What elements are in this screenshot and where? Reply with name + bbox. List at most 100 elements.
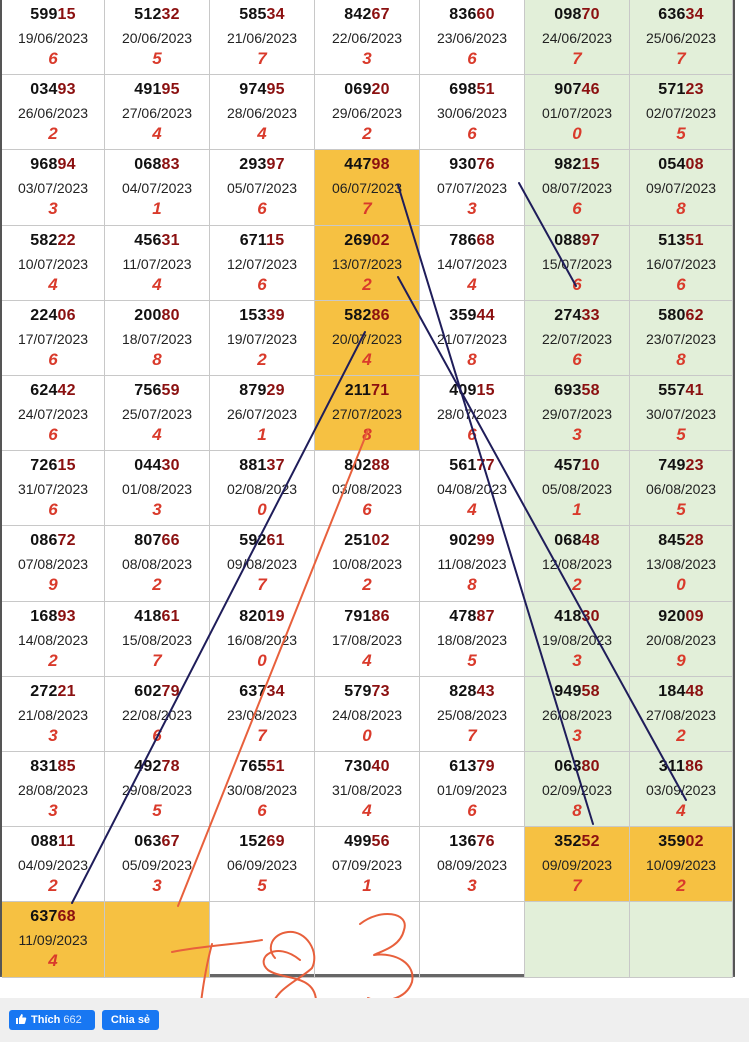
like-button[interactable]: Thích 662	[9, 1010, 95, 1030]
result-date: 12/07/2023	[226, 256, 298, 272]
result-suffix: 39	[266, 307, 285, 324]
result-suffix: 31	[161, 232, 180, 249]
result-date: 09/09/2023	[541, 857, 613, 873]
result-cell: 35902 10/09/2023 2	[630, 827, 733, 902]
result-number: 22406	[2, 307, 104, 325]
result-date: 30/08/2023	[226, 782, 298, 798]
result-prefix: 879	[239, 382, 267, 399]
result-number: 58534	[210, 6, 314, 24]
result-date: 22/06/2023	[331, 30, 403, 46]
result-number: 21171	[315, 382, 419, 400]
result-suffix: 80	[581, 758, 600, 775]
result-suffix: 85	[57, 758, 76, 775]
result-cell: 90299 11/08/2023 8	[420, 526, 525, 602]
result-prefix: 153	[239, 307, 267, 324]
result-prefix: 580	[658, 307, 686, 324]
result-sum: 6	[48, 49, 58, 68]
result-number: 82843	[420, 683, 524, 701]
result-number: 18448	[630, 683, 732, 701]
result-prefix: 293	[239, 156, 267, 173]
result-date: 23/07/2023	[645, 331, 717, 347]
result-date: 22/07/2023	[541, 331, 613, 347]
result-date: 19/08/2023	[541, 632, 613, 648]
result-sum: 3	[152, 500, 162, 519]
result-prefix: 831	[30, 758, 58, 775]
result-prefix: 636	[658, 6, 686, 23]
result-suffix: 29	[266, 382, 285, 399]
like-label: Thích	[31, 1014, 61, 1026]
result-cell: 74923 06/08/2023 5	[630, 451, 733, 526]
result-prefix: 585	[239, 6, 267, 23]
result-date: 27/06/2023	[121, 105, 193, 121]
result-sum: 2	[676, 726, 686, 745]
result-prefix: 088	[30, 833, 58, 850]
result-number: 84528	[630, 532, 732, 550]
result-number: 15269	[210, 833, 314, 851]
result-prefix: 447	[344, 156, 372, 173]
result-prefix: 881	[239, 457, 267, 474]
result-number: 25102	[315, 532, 419, 550]
result-prefix: 184	[658, 683, 686, 700]
result-sum: 7	[467, 726, 477, 745]
result-date: 23/06/2023	[436, 30, 508, 46]
result-sum: 7	[572, 49, 582, 68]
result-sum: 4	[467, 500, 477, 519]
result-suffix: 34	[266, 683, 285, 700]
result-suffix: 71	[371, 382, 390, 399]
result-cell: 58534 21/06/2023 7	[210, 0, 315, 75]
result-suffix: 95	[161, 81, 180, 98]
result-number: 90299	[420, 532, 524, 550]
result-date: 04/09/2023	[17, 857, 89, 873]
result-cell	[315, 902, 420, 978]
result-prefix: 637	[30, 908, 58, 925]
result-number: 27221	[2, 683, 104, 701]
result-sum: 5	[152, 801, 162, 820]
result-prefix: 637	[239, 683, 267, 700]
result-prefix: 802	[344, 457, 372, 474]
result-number: 96894	[2, 156, 104, 174]
result-date: 03/09/2023	[645, 782, 717, 798]
result-sum: 4	[467, 275, 477, 294]
result-number: 51232	[105, 6, 209, 24]
result-number: 03493	[2, 81, 104, 99]
result-number: 79186	[315, 608, 419, 626]
result-sum: 1	[257, 425, 267, 444]
result-prefix: 269	[344, 232, 372, 249]
result-date: 08/08/2023	[121, 556, 193, 572]
result-cell: 06367 05/09/2023 3	[105, 827, 210, 902]
result-cell: 76551 30/08/2023 6	[210, 752, 315, 827]
result-cell: 61379 01/09/2023 6	[420, 752, 525, 827]
result-date: 30/06/2023	[436, 105, 508, 121]
result-date: 10/08/2023	[331, 556, 403, 572]
result-sum: 7	[257, 726, 267, 745]
result-suffix: 61	[266, 532, 285, 549]
result-number: 35252	[525, 833, 629, 851]
result-prefix: 582	[344, 307, 372, 324]
result-suffix: 34	[266, 6, 285, 23]
result-date: 12/08/2023	[541, 556, 613, 572]
result-date: 13/07/2023	[331, 256, 403, 272]
result-prefix: 579	[344, 683, 372, 700]
result-sum: 8	[362, 425, 372, 444]
result-sum: 6	[572, 199, 582, 218]
result-sum: 3	[48, 726, 58, 745]
result-number: 08811	[2, 833, 104, 851]
result-number: 49195	[105, 81, 209, 99]
result-cell: 57123 02/07/2023 5	[630, 75, 733, 150]
result-cell: 92009 20/08/2023 9	[630, 602, 733, 677]
result-number: 58062	[630, 307, 732, 325]
result-sum: 3	[572, 651, 582, 670]
result-number: 55741	[630, 382, 732, 400]
result-cell: 49956 07/09/2023 1	[315, 827, 420, 902]
result-prefix: 063	[134, 833, 162, 850]
result-cell: 03493 26/06/2023 2	[2, 75, 105, 150]
result-suffix: 43	[476, 683, 495, 700]
result-suffix: 93	[57, 81, 76, 98]
result-date: 29/06/2023	[331, 105, 403, 121]
result-suffix: 79	[161, 683, 180, 700]
result-suffix: 86	[685, 758, 704, 775]
result-suffix: 88	[371, 457, 390, 474]
result-sum: 3	[152, 876, 162, 895]
share-button[interactable]: Chia sẻ	[102, 1010, 159, 1030]
result-sum: 2	[676, 876, 686, 895]
